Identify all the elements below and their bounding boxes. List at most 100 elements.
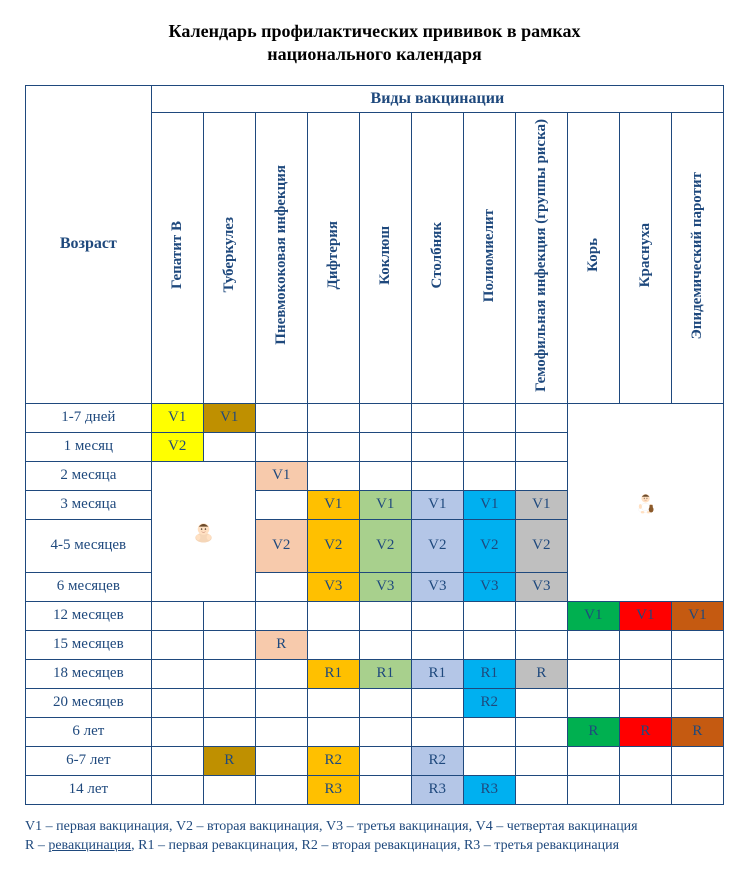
vaccine-cell: V3 <box>515 572 567 601</box>
vaccine-header-5: Столбняк <box>411 112 463 403</box>
footnote-line-2a: R – <box>25 838 48 853</box>
age-cell: 6 месяцев <box>26 572 152 601</box>
vaccine-cell <box>307 630 359 659</box>
vaccine-header-9: Краснуха <box>619 112 671 403</box>
vaccine-cell: V1 <box>411 490 463 519</box>
vaccine-cell <box>463 432 515 461</box>
vaccine-cell <box>411 403 463 432</box>
vaccine-cell <box>515 775 567 804</box>
vaccine-cell <box>463 601 515 630</box>
vaccines-super-header: Виды вакцинации <box>151 85 723 112</box>
vaccine-cell: R <box>671 717 723 746</box>
age-cell: 6 лет <box>26 717 152 746</box>
vaccine-cell <box>671 746 723 775</box>
vaccine-cell <box>463 630 515 659</box>
vaccine-cell: V2 <box>515 519 567 572</box>
vaccine-cell <box>671 659 723 688</box>
vaccine-header-label: Эпидемический паротит <box>689 166 706 345</box>
vaccine-cell: R1 <box>463 659 515 688</box>
vaccine-cell: V2 <box>307 519 359 572</box>
vaccine-cell <box>359 432 411 461</box>
vaccine-cell <box>515 601 567 630</box>
vaccine-cell <box>203 601 255 630</box>
vaccine-cell <box>619 775 671 804</box>
age-cell: 3 месяца <box>26 490 152 519</box>
vaccine-header-label: Гемофильная инфекция (группы риска) <box>533 113 550 398</box>
baby-image-1 <box>152 519 255 543</box>
vaccine-cell <box>411 717 463 746</box>
vaccine-cell <box>151 659 203 688</box>
vaccine-header-label: Дифтерия <box>325 215 342 295</box>
vaccine-cell <box>411 432 463 461</box>
vaccine-cell <box>515 630 567 659</box>
vaccine-header-label: Коклюш <box>377 220 394 291</box>
vaccine-cell <box>151 630 203 659</box>
vaccine-cell <box>671 775 723 804</box>
vaccine-cell: V1 <box>203 403 255 432</box>
vaccine-cell: V3 <box>307 572 359 601</box>
vaccine-cell: V1 <box>359 490 411 519</box>
vaccine-cell <box>411 601 463 630</box>
age-cell: 4-5 месяцев <box>26 519 152 572</box>
vaccine-cell <box>359 746 411 775</box>
table-row: 15 месяцевR <box>26 630 724 659</box>
vaccine-cell <box>255 601 307 630</box>
vaccine-cell: R1 <box>307 659 359 688</box>
vaccine-cell <box>203 630 255 659</box>
footnote: V1 – первая вакцинация, V2 – вторая вакц… <box>25 817 724 856</box>
vaccine-header-8: Корь <box>567 112 619 403</box>
vaccine-cell: V2 <box>255 519 307 572</box>
vaccine-cell <box>515 461 567 490</box>
age-cell: 20 месяцев <box>26 688 152 717</box>
vaccine-cell: R2 <box>307 746 359 775</box>
vaccine-cell <box>151 688 203 717</box>
vaccine-cell <box>671 688 723 717</box>
header-row-super: Возраст Виды вакцинации <box>26 85 724 112</box>
age-cell: 15 месяцев <box>26 630 152 659</box>
vaccine-header-label: Столбняк <box>429 216 446 294</box>
age-cell: 1-7 дней <box>26 403 152 432</box>
age-header: Возраст <box>26 85 152 403</box>
vaccine-header-6: Полиомиелит <box>463 112 515 403</box>
vaccine-cell <box>411 688 463 717</box>
vaccine-cell <box>515 403 567 432</box>
vaccine-cell <box>359 601 411 630</box>
vaccine-cell <box>307 461 359 490</box>
vaccine-cell: R2 <box>463 688 515 717</box>
vaccine-cell <box>515 717 567 746</box>
vaccine-cell <box>203 717 255 746</box>
footnote-line-2b: ревакцинация <box>48 838 131 853</box>
vaccine-cell <box>619 659 671 688</box>
vaccine-cell <box>203 688 255 717</box>
vaccine-cell <box>567 688 619 717</box>
vaccine-cell <box>307 601 359 630</box>
vaccine-cell: V3 <box>411 572 463 601</box>
baby-image-cell-1 <box>151 461 255 601</box>
table-row: 6 летRRR <box>26 717 724 746</box>
vaccine-cell <box>307 717 359 746</box>
vaccine-cell <box>515 746 567 775</box>
footnote-line-2c: , R1 – первая ревакцинация, R2 – вторая … <box>131 838 619 853</box>
vaccine-cell <box>255 688 307 717</box>
age-cell: 12 месяцев <box>26 601 152 630</box>
age-cell: 14 лет <box>26 775 152 804</box>
vaccine-header-label: Пневмококовая инфекция <box>273 159 290 351</box>
vaccine-cell <box>255 572 307 601</box>
age-cell: 18 месяцев <box>26 659 152 688</box>
title-line-1: Календарь профилактических прививок в ра… <box>169 21 581 41</box>
vaccine-cell <box>255 775 307 804</box>
vaccine-cell <box>307 403 359 432</box>
page-title: Календарь профилактических прививок в ра… <box>25 20 724 67</box>
vaccine-header-7: Гемофильная инфекция (группы риска) <box>515 112 567 403</box>
table-row: 20 месяцев R2 <box>26 688 724 717</box>
vaccine-cell <box>411 630 463 659</box>
vaccine-cell <box>463 746 515 775</box>
vaccine-cell <box>567 659 619 688</box>
vaccine-cell <box>359 688 411 717</box>
vaccine-header-10: Эпидемический паротит <box>671 112 723 403</box>
vaccine-cell <box>255 432 307 461</box>
vaccine-header-label: Туберкулез <box>221 211 238 299</box>
vaccine-header-label: Гепатит В <box>169 215 186 295</box>
age-cell: 2 месяца <box>26 461 152 490</box>
vaccine-cell <box>619 746 671 775</box>
